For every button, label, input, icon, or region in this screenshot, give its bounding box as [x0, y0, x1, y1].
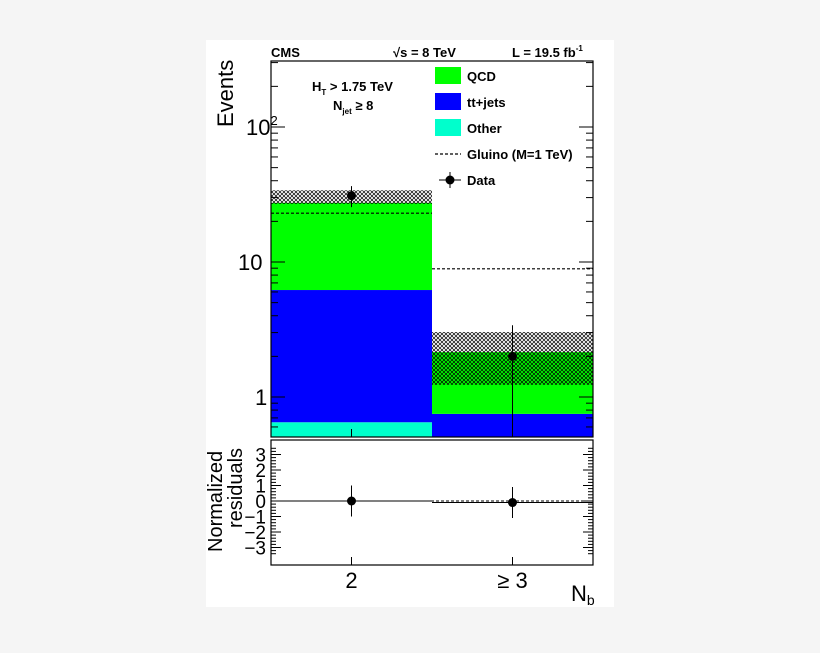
- legend-label-ttjets: tt+jets: [467, 95, 506, 110]
- legend: QCD tt+jets Other Gluino (M=1 TeV) Data: [435, 67, 573, 188]
- x-tick-label: ≥ 3: [497, 568, 527, 593]
- residual-y-label-line2: residuals: [225, 448, 247, 528]
- y-axis-label: Events: [213, 60, 238, 127]
- x-tick-label: 2: [345, 568, 357, 593]
- legend-label-qcd: QCD: [467, 69, 496, 84]
- residual-y-label-line1: Normalized: [205, 451, 227, 552]
- legend-swatch-qcd: [435, 67, 461, 84]
- y-tick-label: 1: [255, 385, 267, 410]
- legend-swatch-other: [435, 119, 461, 136]
- residual-y-tick-label: 2: [255, 461, 266, 482]
- experiment-label: CMS: [271, 45, 300, 60]
- data-point-bin1: [347, 191, 356, 201]
- residual-y-tick-label: −2: [244, 523, 266, 544]
- data-point-bin2: [508, 351, 517, 361]
- bar-ttjets-bin1: [271, 290, 432, 423]
- residual-y-tick-label: 3: [255, 446, 266, 467]
- residual-y-tick-label: 1: [255, 477, 266, 498]
- legend-swatch-ttjets: [435, 93, 461, 110]
- legend-label-data: Data: [467, 173, 496, 188]
- bar-qcd-bin1: [271, 202, 432, 291]
- x-axis-label: Nb: [571, 581, 595, 608]
- main-frame: [270, 60, 594, 438]
- legend-label-gluino: Gluino (M=1 TeV): [467, 147, 573, 162]
- lumi-label: L = 19.5 fb-1: [512, 44, 583, 60]
- residual-y-tick-label: 0: [255, 492, 266, 513]
- energy-label: √s = 8 TeV: [393, 45, 456, 60]
- residual-y-tick-label: −1: [244, 508, 266, 529]
- residual-y-tick-label: −3: [244, 539, 266, 560]
- njet-cut-annotation: Njet ≥ 8: [333, 98, 373, 116]
- legend-label-other: Other: [467, 121, 502, 136]
- y-tick-label: 10: [238, 250, 262, 275]
- residual-point-bin2: [508, 498, 517, 508]
- legend-marker-data: [445, 175, 455, 185]
- residual-frame: [270, 439, 594, 566]
- ht-cut-annotation: HT > 1.75 TeV: [312, 79, 393, 97]
